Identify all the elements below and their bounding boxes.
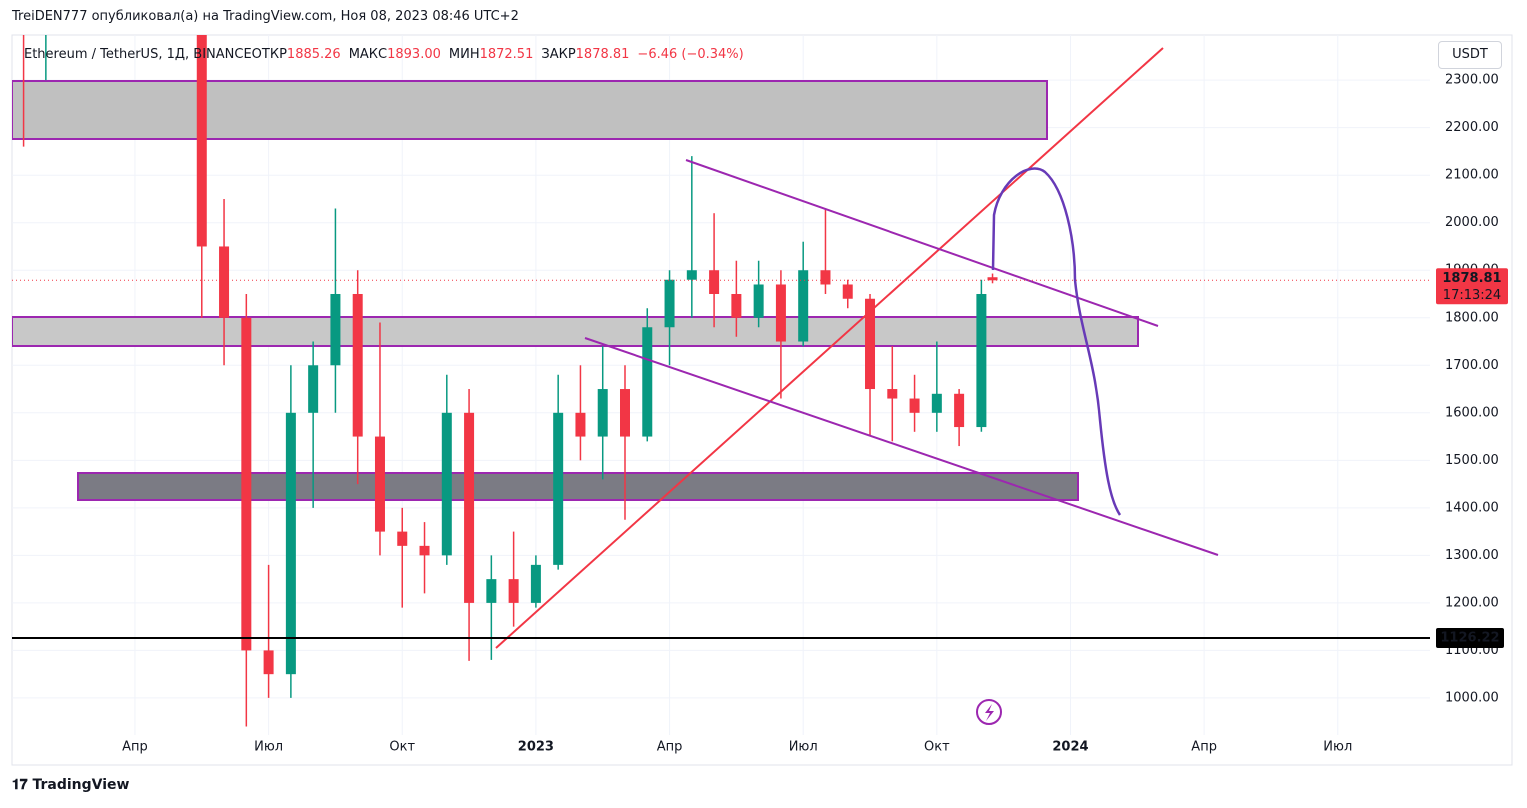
candle-body: [597, 389, 608, 437]
y-tick-label: 1300.00: [1445, 548, 1499, 563]
x-tick-label: Июл: [789, 740, 818, 755]
candle-body: [441, 412, 452, 556]
ohlc-value: 1893.00: [387, 47, 441, 62]
y-tick-label: 2300.00: [1445, 73, 1499, 88]
brand-name: TradingView: [32, 777, 130, 793]
y-tick-label: 1000.00: [1445, 690, 1499, 705]
x-tick-label: Окт: [389, 740, 415, 755]
candle-body: [41, 0, 51, 33]
last-price-box: [1436, 268, 1508, 305]
x-tick-label: Июл: [254, 740, 283, 755]
candle-body: [486, 579, 497, 603]
trend-line: [495, 47, 1164, 649]
candle-body: [664, 279, 675, 328]
candle-body: [196, 35, 207, 247]
candle-body: [508, 579, 519, 603]
candle-body: [374, 436, 385, 532]
level-label: 1126.22: [1440, 630, 1499, 645]
candle-body: [887, 389, 898, 399]
x-tick-label: Апр: [657, 740, 683, 755]
candle-body: [619, 389, 630, 437]
trend-line: [584, 337, 1219, 556]
candle-body: [330, 293, 341, 366]
candle-body: [553, 412, 564, 565]
candle-body: [954, 393, 965, 428]
x-tick-label: Апр: [122, 740, 148, 755]
publisher: TreiDEN777 опубликовал(а) на TradingView…: [12, 9, 519, 24]
zone: [77, 472, 1079, 501]
ohlc-label: ОТКР: [252, 47, 287, 62]
candle-body: [798, 270, 809, 342]
chart-frame: [11, 34, 1513, 766]
symbol-name: Ethereum / TetherUS, 1Д, BINANCE: [24, 47, 252, 62]
zone: [12, 316, 1139, 347]
candle-body: [709, 270, 720, 294]
level-box: [1436, 627, 1504, 648]
ohlc-label: МИН: [449, 47, 480, 62]
brand-logo: 𝟏𝟕: [12, 777, 33, 793]
last-price-label: 1878.81: [1442, 271, 1501, 286]
forecast-curve: [991, 167, 1122, 516]
brand: 𝟏𝟕 TradingView: [12, 777, 129, 793]
x-tick-label: 2024: [1052, 740, 1088, 755]
x-tick-label: Апр: [1191, 740, 1217, 755]
candle-body: [842, 284, 853, 299]
candle-body: [263, 650, 274, 675]
candle-body: [686, 270, 697, 280]
drawings-top: [495, 47, 1219, 649]
y-tick-label: 1700.00: [1445, 358, 1499, 373]
candle-body: [753, 284, 764, 318]
candle-body: [397, 531, 408, 546]
countdown: 17:13:24: [1443, 288, 1501, 303]
trend-line: [685, 159, 1159, 327]
candle-body: [642, 327, 653, 437]
candle-body: [219, 246, 230, 318]
candle-body: [352, 293, 363, 437]
x-tick-label: 2023: [518, 740, 554, 755]
drawings: [12, 80, 1139, 501]
candle-body: [285, 412, 296, 675]
ohlc-value: 1878.81: [576, 47, 630, 62]
y-tick-label: 1400.00: [1445, 500, 1499, 515]
event-icon-bolt: [985, 704, 994, 721]
y-tick-label: 1600.00: [1445, 405, 1499, 420]
candle-body: [987, 277, 998, 281]
y-tick-label: 2100.00: [1445, 168, 1499, 183]
candle-body: [19, 0, 29, 33]
x-tick-label: Июл: [1323, 740, 1352, 755]
candle-body: [820, 270, 831, 285]
ohlc-value: 1872.51: [480, 47, 534, 62]
candle-body: [530, 564, 541, 603]
symbol: Ethereum / TetherUS, 1Д, BINANCEОТКР1885…: [24, 47, 744, 62]
change: −6.46 (−0.34%): [637, 47, 743, 62]
candle-body: [464, 412, 475, 603]
candle-body: [731, 293, 742, 318]
y-tick-label: 2000.00: [1445, 215, 1499, 230]
candle-body: [865, 298, 876, 390]
ohlc-label: ЗАКР: [541, 47, 575, 62]
candle-body: [308, 365, 319, 413]
y-tick-label: 1800.00: [1445, 310, 1499, 325]
candle-body: [909, 398, 920, 413]
y-tick-label: 1200.00: [1445, 595, 1499, 610]
currency-button[interactable]: USDT: [1438, 41, 1502, 69]
zone: [12, 80, 1048, 140]
ohlc-label: МАКС: [349, 47, 387, 62]
candle-body: [775, 284, 786, 342]
x-tick-label: Окт: [924, 740, 950, 755]
candle-body: [241, 317, 252, 651]
y-tick-label: 2200.00: [1445, 120, 1499, 135]
candle-body: [575, 412, 586, 437]
ohlc: ОТКР1885.26 МАКС1893.00 МИН1872.51 ЗАКР1878…: [252, 47, 744, 62]
ohlc-value: 1885.26: [287, 47, 341, 62]
candle-body: [931, 393, 942, 413]
y-tick-label: 1500.00: [1445, 453, 1499, 468]
candle-body: [419, 545, 430, 556]
candle-body: [976, 293, 987, 428]
